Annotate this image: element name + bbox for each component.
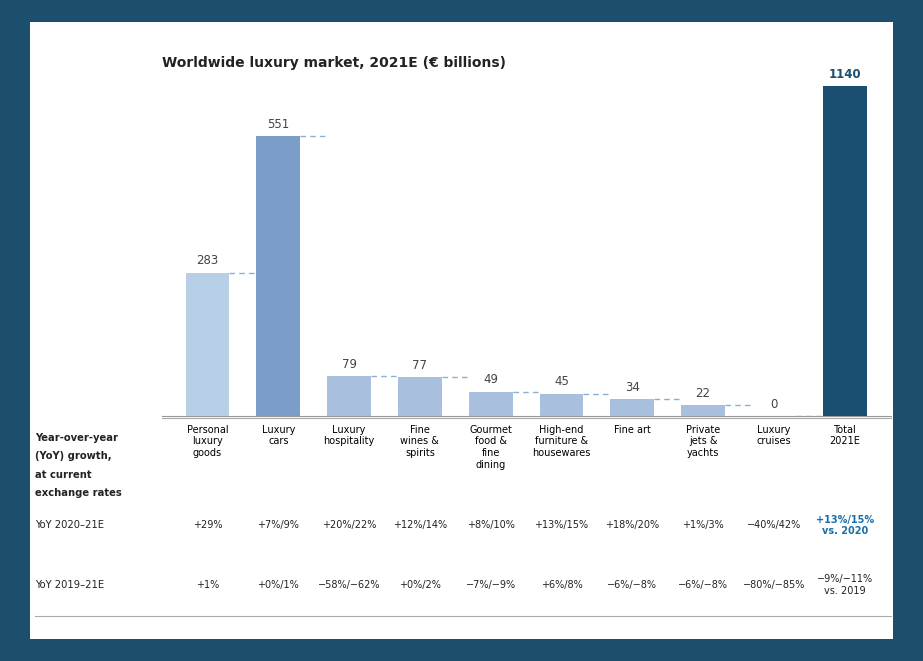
Bar [398, 377, 442, 416]
Text: +1%/3%: +1%/3% [682, 520, 724, 531]
Bar [822, 86, 867, 416]
Text: +1%: +1% [196, 580, 219, 590]
Text: 0: 0 [770, 399, 777, 411]
Text: Worldwide luxury market, 2021E (€ billions): Worldwide luxury market, 2021E (€ billio… [162, 56, 506, 70]
Text: −58%/−62%: −58%/−62% [318, 580, 380, 590]
Text: +13%/15%
vs. 2020: +13%/15% vs. 2020 [816, 515, 874, 536]
Text: −6%/−8%: −6%/−8% [678, 580, 728, 590]
Text: +13%/15%: +13%/15% [534, 520, 589, 531]
Text: +29%: +29% [193, 520, 222, 531]
Text: −40%/42%: −40%/42% [747, 520, 801, 531]
Text: +12%/14%: +12%/14% [393, 520, 447, 531]
Text: 45: 45 [554, 375, 569, 389]
Text: +8%/10%: +8%/10% [467, 520, 515, 531]
Bar [327, 376, 371, 416]
Text: Year-over-year: Year-over-year [35, 433, 118, 443]
Text: −6%/−8%: −6%/−8% [607, 580, 657, 590]
Text: +7%/9%: +7%/9% [258, 520, 299, 531]
Text: −7%/−9%: −7%/−9% [465, 580, 516, 590]
Text: 49: 49 [484, 373, 498, 387]
Text: −9%/−11%
vs. 2019: −9%/−11% vs. 2019 [817, 574, 873, 596]
Text: YoY 2019–21E: YoY 2019–21E [35, 580, 104, 590]
Text: +18%/20%: +18%/20% [605, 520, 659, 531]
Text: +20%/22%: +20%/22% [322, 520, 377, 531]
Text: +0%/1%: +0%/1% [258, 580, 299, 590]
Text: at current: at current [35, 470, 91, 480]
Text: 551: 551 [268, 118, 290, 131]
Text: 1140: 1140 [828, 68, 861, 81]
Text: YoY 2020–21E: YoY 2020–21E [35, 520, 104, 531]
Bar [257, 136, 300, 416]
Text: 283: 283 [197, 254, 219, 268]
Bar [469, 391, 512, 416]
Text: 79: 79 [342, 358, 356, 371]
Text: 77: 77 [413, 359, 427, 372]
Bar [186, 272, 230, 416]
Bar [540, 393, 583, 416]
Text: 34: 34 [625, 381, 640, 394]
Text: 22: 22 [696, 387, 711, 400]
Text: +6%/8%: +6%/8% [541, 580, 582, 590]
Text: −80%/−85%: −80%/−85% [743, 580, 805, 590]
Text: (YoY) growth,: (YoY) growth, [35, 451, 112, 461]
Bar [681, 405, 725, 416]
Bar [610, 399, 654, 416]
Text: +0%/2%: +0%/2% [399, 580, 441, 590]
Text: exchange rates: exchange rates [35, 488, 122, 498]
